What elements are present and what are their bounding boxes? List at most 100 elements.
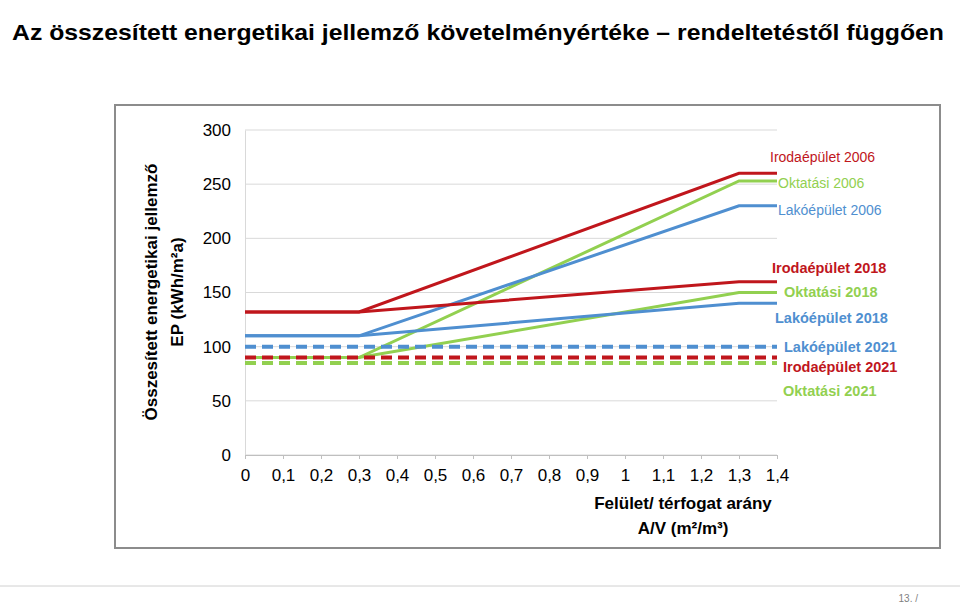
x-tick: 0,5 <box>424 455 448 485</box>
x-tick-label: 0,9 <box>576 466 600 485</box>
x-tick-mark <box>511 455 512 459</box>
y-axis: 0 50 100 150 200 250 300 <box>203 121 246 465</box>
y-tick-label: 200 <box>203 229 231 248</box>
x-tick-mark <box>435 455 436 459</box>
legend-label: Oktatási 2018 <box>784 284 878 300</box>
x-tick-mark <box>777 455 778 459</box>
grid-line <box>245 130 777 131</box>
y-tick-label: 250 <box>203 175 231 194</box>
y-tick: 250 <box>203 175 245 194</box>
x-tick: 0,1 <box>272 455 296 485</box>
legend-label: Irodaépület 2018 <box>772 260 886 276</box>
x-tick: 1 <box>621 455 630 485</box>
x-tick-label: 0,6 <box>462 466 486 485</box>
grid-line <box>245 292 777 293</box>
x-tick-label: 1,1 <box>652 466 676 485</box>
x-tick: 0 <box>241 455 250 485</box>
series-line <box>245 181 777 358</box>
y-tick: 0 <box>222 446 245 465</box>
series-line <box>245 361 777 365</box>
y-tick-label: 50 <box>212 392 231 411</box>
legend-label: Lakóépület 2018 <box>775 310 888 326</box>
y-tick: 100 <box>203 338 245 357</box>
y-tick-label: 150 <box>203 283 231 302</box>
x-tick-mark <box>625 455 626 459</box>
legend: Irodaépület 2006 Oktatási 2006 Lakóépület … <box>770 149 897 399</box>
x-tick-mark <box>473 455 474 459</box>
x-tick-mark <box>321 455 322 459</box>
y-tick: 300 <box>203 121 245 140</box>
x-tick-label: 0,3 <box>348 466 372 485</box>
x-tick-mark <box>587 455 588 459</box>
y-axis-title-line: Összesített energetikai jellemző <box>142 164 161 421</box>
y-tick-label: 100 <box>203 338 231 357</box>
x-tick: 0,6 <box>462 455 486 485</box>
series-line <box>245 206 777 336</box>
legend-label: Oktatási 2006 <box>778 175 865 191</box>
x-tick-label: 1,4 <box>766 466 790 485</box>
x-tick-label: 0,4 <box>386 466 410 485</box>
x-axis-line <box>246 456 778 460</box>
series-line <box>245 345 777 349</box>
x-tick: 0,2 <box>310 455 334 485</box>
series-line <box>245 173 777 312</box>
x-tick-label: 0 <box>241 466 250 485</box>
grid <box>245 130 777 455</box>
x-tick-mark <box>739 455 740 459</box>
y-tick: 50 <box>212 392 245 411</box>
x-tick: 0,3 <box>348 455 372 485</box>
x-tick-mark <box>397 455 398 459</box>
x-tick-label: 0,2 <box>310 466 334 485</box>
footer-rule <box>0 586 960 587</box>
x-tick-mark <box>549 455 550 459</box>
legend-label: Irodaépület 2021 <box>783 359 897 375</box>
x-tick: 0,9 <box>576 455 600 485</box>
x-tick-label: 0,1 <box>272 466 296 485</box>
y-axis-title-line: EP (kWh/m²a) <box>168 237 187 346</box>
x-axis-title: Felület/ térfogat arány A/V (m²/m³) <box>594 494 772 538</box>
y-tick-label: 0 <box>222 446 231 465</box>
grid-line <box>245 346 777 347</box>
x-tick-label: 1,3 <box>728 466 752 485</box>
x-tick: 0,7 <box>500 455 524 485</box>
lines <box>245 173 777 363</box>
title: Az összesített energetikai jellemző köve… <box>12 20 944 45</box>
x-tick-mark <box>359 455 360 459</box>
x-tick: 0,8 <box>538 455 562 485</box>
series-line <box>245 356 777 360</box>
slide: Az összesített energetikai jellemző köve… <box>0 0 960 605</box>
y-axis-title: Összesített energetikai jellemző EP (kWh/… <box>142 164 187 421</box>
x-tick: 1,4 <box>766 455 790 485</box>
y-tick: 200 <box>203 229 245 248</box>
x-tick-label: 0,7 <box>500 466 524 485</box>
x-tick: 1,3 <box>728 455 752 485</box>
legend-label: Lakóépület 2006 <box>778 202 882 218</box>
y-tick: 150 <box>203 283 245 302</box>
series-line <box>245 303 777 336</box>
x-tick-label: 1,2 <box>690 466 714 485</box>
x-tick: 0,4 <box>386 455 410 485</box>
grid-line <box>245 238 777 239</box>
x-tick-mark <box>245 455 246 459</box>
y-axis-line <box>245 131 246 456</box>
x-axis-title-line: A/V (m²/m³) <box>638 519 729 538</box>
x-axis-title-line: Felület/ térfogat arány <box>594 494 772 513</box>
footer-text: 13. / <box>899 593 919 604</box>
x-tick: 1,2 <box>690 455 714 485</box>
x-tick-mark <box>663 455 664 459</box>
series-line <box>245 293 777 358</box>
x-tick-label: 1 <box>621 466 630 485</box>
grid-line <box>245 184 777 185</box>
legend-label: Oktatási 2021 <box>783 383 877 399</box>
x-tick-mark <box>283 455 284 459</box>
x-tick-mark <box>701 455 702 459</box>
grid-line <box>245 400 777 401</box>
chart-frame <box>115 105 940 548</box>
x-axis: 0 0,1 0,2 0,3 0,4 0,5 0,6 0,7 0,8 0,9 1 1,1 1,2 1,3 1,… <box>241 455 790 485</box>
x-tick: 1,1 <box>652 455 676 485</box>
x-tick-label: 0,5 <box>424 466 448 485</box>
legend-label: Lakóépület 2021 <box>784 339 897 355</box>
legend-label: Irodaépület 2006 <box>770 149 875 165</box>
x-tick-label: 0,8 <box>538 466 562 485</box>
y-tick-label: 300 <box>203 121 231 140</box>
